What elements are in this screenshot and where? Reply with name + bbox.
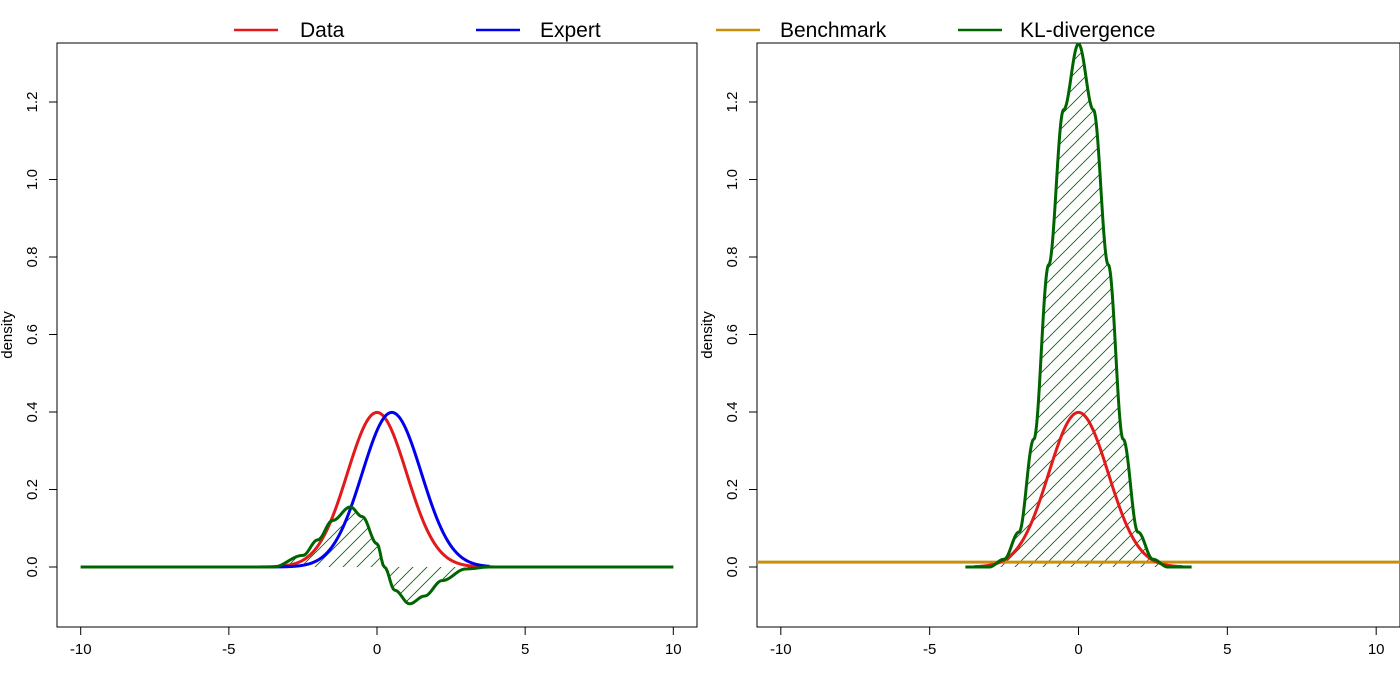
left-panel: -10 -5 0 5 10 0.0 0.2 0.4 0.6 0.8 1.0 1.2 density bbox=[0, 42, 698, 658]
left-y-tick-label: 1.2 bbox=[24, 92, 41, 113]
left-y-tick-label: 0.0 bbox=[24, 557, 41, 578]
legend-label-expert: Expert bbox=[540, 19, 601, 42]
legend-item-kl-divergence: KL-divergence bbox=[958, 19, 1155, 42]
left-x-tick-label: 5 bbox=[521, 641, 529, 658]
right-x-tick-label: 0 bbox=[1074, 641, 1082, 658]
left-kl-divergence-hatch bbox=[80, 506, 674, 604]
left-x-tick-label: 10 bbox=[665, 641, 682, 658]
right-x-tick-label: 10 bbox=[1368, 641, 1385, 658]
right-series-data bbox=[973, 410, 1184, 569]
right-y-tick-label: 0.8 bbox=[724, 247, 741, 268]
right-y-tick-label: 0.6 bbox=[724, 324, 741, 345]
left-kl-hatched-area bbox=[80, 506, 674, 604]
left-plot-frame bbox=[56, 42, 698, 628]
right-x-tick-label: -5 bbox=[923, 641, 936, 658]
right-y-axis: 0.0 0.2 0.4 0.6 0.8 1.0 1.2 bbox=[724, 92, 757, 578]
left-x-tick-label: 0 bbox=[373, 641, 381, 658]
legend-label-benchmark: Benchmark bbox=[780, 19, 887, 42]
legend: Data Expert Benchmark KL-divergence bbox=[234, 19, 1155, 42]
left-series-expert bbox=[272, 410, 491, 569]
left-y-axis: 0.0 0.2 0.4 0.6 0.8 1.0 1.2 bbox=[24, 92, 57, 578]
left-x-tick-label: -10 bbox=[70, 641, 92, 658]
right-y-tick-label: 1.0 bbox=[724, 169, 741, 190]
right-x-tick-label: 5 bbox=[1223, 641, 1231, 658]
left-y-tick-label: 0.6 bbox=[24, 324, 41, 345]
right-x-axis: -10 -5 0 5 10 bbox=[770, 627, 1385, 658]
legend-item-expert: Expert bbox=[476, 19, 601, 42]
left-y-tick-label: 0.2 bbox=[24, 479, 41, 500]
right-y-tick-label: 0.2 bbox=[724, 479, 741, 500]
right-y-tick-label: 0.0 bbox=[724, 557, 741, 578]
right-series-lines bbox=[757, 42, 1400, 569]
right-kl-divergence-hatch bbox=[965, 43, 1192, 567]
legend-item-benchmark: Benchmark bbox=[716, 19, 887, 42]
left-y-tick-label: 1.0 bbox=[24, 169, 41, 190]
right-y-tick-label: 1.2 bbox=[724, 92, 741, 113]
right-x-tick-label: -10 bbox=[770, 641, 792, 658]
legend-label-data: Data bbox=[300, 19, 345, 42]
legend-item-data: Data bbox=[234, 19, 345, 42]
left-y-tick-label: 0.4 bbox=[24, 402, 41, 423]
left-y-tick-label: 0.8 bbox=[24, 247, 41, 268]
right-panel: -10 -5 0 5 10 0.0 0.2 0.4 0.6 0.8 1.0 1.2 density bbox=[699, 42, 1400, 658]
left-series-lines bbox=[80, 410, 674, 606]
right-y-tick-label: 0.4 bbox=[724, 402, 741, 423]
right-y-axis-title: density bbox=[699, 311, 716, 359]
legend-label-kl-divergence: KL-divergence bbox=[1020, 19, 1155, 42]
left-x-axis: -10 -5 0 5 10 bbox=[70, 627, 682, 658]
right-kl-hatched-area bbox=[965, 43, 1192, 567]
left-series-kl-divergence bbox=[80, 505, 674, 606]
left-y-axis-title: density bbox=[0, 311, 16, 359]
right-series-kl-divergence bbox=[964, 42, 1193, 569]
left-x-tick-label: -5 bbox=[222, 641, 235, 658]
